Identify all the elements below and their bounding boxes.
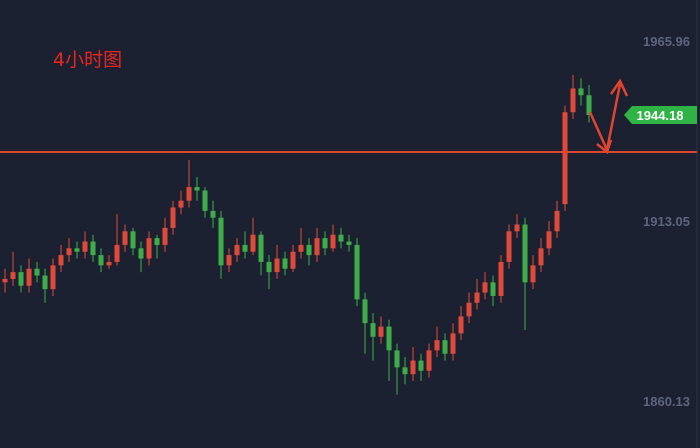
last-price-tag: [624, 106, 697, 125]
candle-body: [10, 272, 16, 279]
candle-body: [370, 323, 376, 337]
candle-body: [18, 272, 24, 286]
candle-body: [490, 282, 496, 296]
candle-body: [138, 248, 144, 259]
candle-body: [362, 299, 368, 324]
candle-body: [498, 261, 504, 296]
candle-body: [322, 238, 328, 249]
candle-body: [42, 275, 48, 290]
candle-body: [218, 217, 224, 266]
candle-body: [354, 244, 360, 300]
candle-body: [514, 224, 520, 232]
candle-body: [506, 231, 512, 262]
candle-body: [386, 326, 392, 351]
candle-body: [434, 340, 440, 351]
candle-body: [394, 350, 400, 368]
candle-body: [290, 251, 296, 269]
candle-body: [258, 234, 264, 262]
candle-body: [178, 200, 184, 208]
candle-body: [74, 248, 80, 252]
candle-body: [250, 234, 256, 252]
candle-body: [82, 241, 88, 252]
candle-body: [202, 190, 208, 211]
candle-body: [378, 326, 384, 337]
candle-body: [466, 302, 472, 317]
candle-body: [154, 238, 160, 245]
candle-body: [426, 350, 432, 371]
candle-body: [66, 248, 72, 256]
candle-body: [338, 234, 344, 242]
candle-body: [98, 255, 104, 266]
y-tick-label: 1913.05: [643, 214, 690, 229]
candle-body: [546, 231, 552, 249]
candle-body: [346, 241, 352, 245]
y-tick-label: 1860.13: [643, 394, 690, 409]
candle-body: [418, 360, 424, 371]
candle-body: [402, 367, 408, 375]
candle-body: [26, 268, 32, 286]
candle-body: [314, 238, 320, 256]
candle-body: [570, 88, 576, 113]
candle-body: [266, 261, 272, 273]
candle-body: [578, 88, 584, 96]
candle-body: [90, 241, 96, 256]
candle-body: [330, 234, 336, 249]
candle-body: [458, 316, 464, 334]
candle-body: [562, 112, 568, 205]
candle-body: [114, 244, 120, 262]
candle-body: [210, 210, 216, 218]
candle-body: [242, 244, 248, 252]
candle-body: [186, 187, 192, 201]
candle-body: [410, 360, 416, 375]
candle-body: [530, 265, 536, 283]
candle-body: [274, 258, 280, 273]
candle-body: [450, 333, 456, 354]
candle-body: [586, 95, 592, 116]
last-price-label: 1944.18: [637, 108, 684, 123]
candle-body: [554, 210, 560, 232]
candle-body: [146, 238, 152, 259]
candle-body: [170, 207, 176, 228]
candle-body: [34, 268, 40, 276]
arrow-annotation: [588, 78, 629, 155]
candle-body: [122, 231, 128, 245]
candle-body: [282, 258, 288, 269]
candle-body: [482, 282, 488, 293]
candle-body: [234, 244, 240, 256]
arrow-path: [588, 83, 622, 155]
candle-body: [538, 248, 544, 266]
candle-body: [130, 231, 136, 249]
candle-body: [58, 255, 64, 266]
candle-body: [298, 244, 304, 252]
candle-body: [474, 292, 480, 303]
candle-body: [522, 224, 528, 283]
candle-body: [442, 340, 448, 354]
candle-body: [194, 187, 200, 191]
chart-title: 4小时图: [53, 49, 122, 71]
y-tick-label: 1965.96: [643, 34, 690, 49]
candle-body: [226, 255, 232, 266]
candle-body: [162, 227, 168, 245]
candle-body: [306, 244, 312, 256]
arrow-head: [609, 78, 629, 97]
candle-body: [2, 278, 8, 283]
candle-body: [50, 265, 56, 290]
candle-body: [106, 261, 112, 266]
